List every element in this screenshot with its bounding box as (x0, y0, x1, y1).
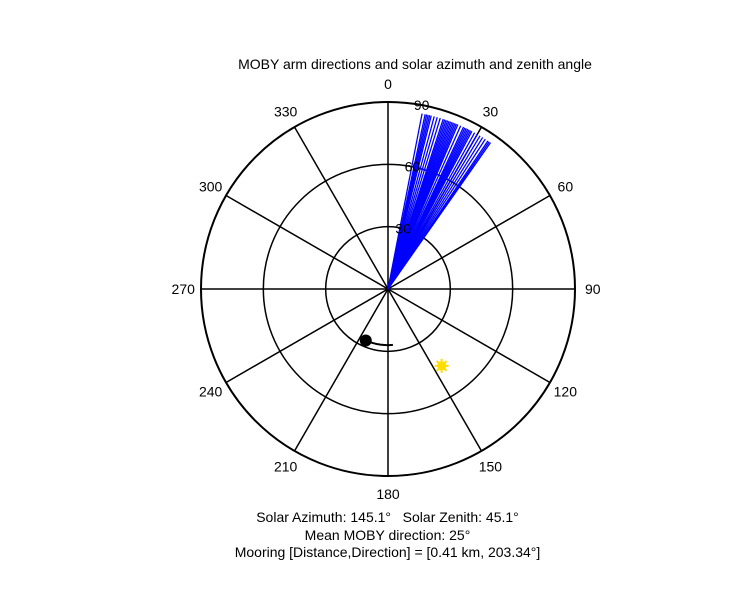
moby-arm-line (387, 142, 492, 290)
spoke-60 (387, 194, 551, 290)
sun-ray (435, 360, 440, 364)
sun-marker (437, 361, 447, 371)
angle-label-330: 330 (274, 104, 298, 120)
angle-label-30: 30 (483, 104, 499, 120)
radial-tick-labels: 30 60 90 (395, 97, 429, 236)
spoke-120 (387, 288, 551, 384)
mooring-info-line: Mooring [Distance,Direction] = [0.41 km,… (234, 544, 541, 560)
sun-ray (443, 367, 448, 372)
angle-label-90: 90 (585, 281, 601, 297)
chart-title: MOBY arm directions and solar azimuth an… (238, 56, 592, 72)
angle-label-210: 210 (274, 458, 298, 474)
polar-grid (200, 101, 576, 477)
spoke-210 (293, 288, 389, 452)
spoke-330 (293, 126, 389, 290)
sun-ray (435, 367, 440, 372)
spoke-150 (387, 288, 483, 452)
radial-label-60: 60 (405, 159, 421, 175)
angle-label-150: 150 (479, 458, 503, 474)
angle-tick-labels: 0 30 60 90 120 150 180 210 240 270 300 330 (172, 76, 601, 502)
mean-moby-direction-line: Mean MOBY direction: 25° (304, 527, 471, 543)
angle-label-240: 240 (199, 383, 223, 399)
spoke-240 (225, 288, 389, 384)
radial-label-30: 30 (395, 220, 411, 236)
mooring-marker (359, 334, 372, 347)
spoke-300 (225, 194, 389, 290)
angle-label-180: 180 (376, 486, 400, 502)
angle-label-120: 120 (554, 383, 578, 399)
radial-label-90: 90 (414, 97, 430, 113)
angle-label-270: 270 (172, 281, 196, 297)
mooring-track (359, 334, 393, 347)
sun-icon (434, 358, 449, 373)
solar-info-line: Solar Azimuth: 145.1° Solar Zenith: 45.1… (256, 509, 519, 525)
sun-ray (443, 360, 448, 364)
moby-arm-directions (387, 113, 492, 290)
angle-label-0: 0 (384, 76, 392, 92)
angle-label-60: 60 (558, 179, 574, 195)
angle-label-300: 300 (199, 179, 223, 195)
